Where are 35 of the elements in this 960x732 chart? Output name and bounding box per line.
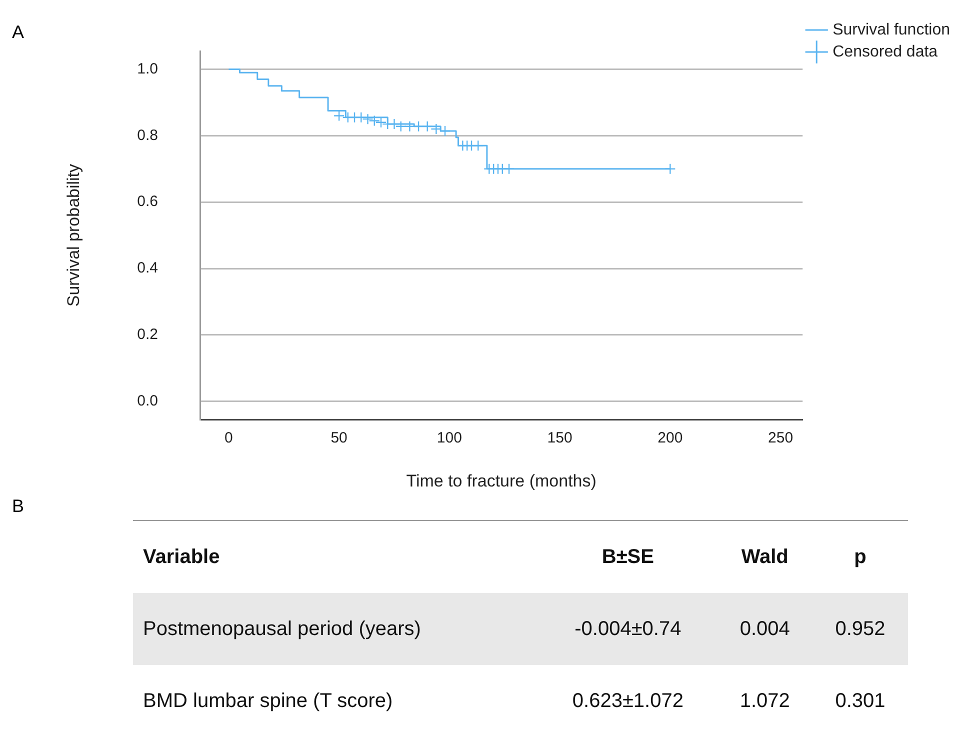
x-tick-label: 100 <box>436 430 462 447</box>
legend-label: Survival function <box>832 21 950 38</box>
x-tick-label: 250 <box>768 430 794 447</box>
point <box>430 123 442 135</box>
text: 0.952 <box>812 593 908 665</box>
text: 0.623±1.072 <box>571 688 684 714</box>
text: 0.301 <box>834 688 886 714</box>
text: A <box>12 22 24 42</box>
point <box>333 110 345 122</box>
point <box>368 115 380 126</box>
x-tick-label: 0 <box>224 430 233 447</box>
point <box>375 116 387 128</box>
text: Postmenopausal period (years) <box>133 593 539 665</box>
text: Variable <box>133 520 539 593</box>
x-tick-label: 200 <box>658 430 683 447</box>
text: Wald <box>717 520 813 593</box>
y-tick-label: 1.0 <box>137 60 158 78</box>
text: p <box>812 520 908 593</box>
y-tick-label: 0.6 <box>137 193 158 210</box>
text: 0.004 <box>717 593 813 665</box>
text: -0.004±0.74 <box>538 593 718 665</box>
y-tick-label: 0.2 <box>137 326 158 344</box>
text: B <box>12 496 24 517</box>
y-tick-label: 0.0 <box>137 392 158 410</box>
y-tick-label: 0.8 <box>137 126 158 144</box>
y-tick-label: 0.4 <box>137 260 158 277</box>
x-tick-label: 50 <box>330 430 348 447</box>
text: BMD lumbar spine (T score) <box>142 688 394 714</box>
y-axis-title: Survival probability <box>64 163 83 307</box>
x-tick-label: 150 <box>547 430 572 447</box>
legend-label: Censored data <box>832 43 938 60</box>
text: 1.072 <box>738 688 791 714</box>
x-axis-title: Time to fracture (months) <box>406 471 596 490</box>
text: B±SE <box>538 520 718 593</box>
point <box>362 113 374 125</box>
